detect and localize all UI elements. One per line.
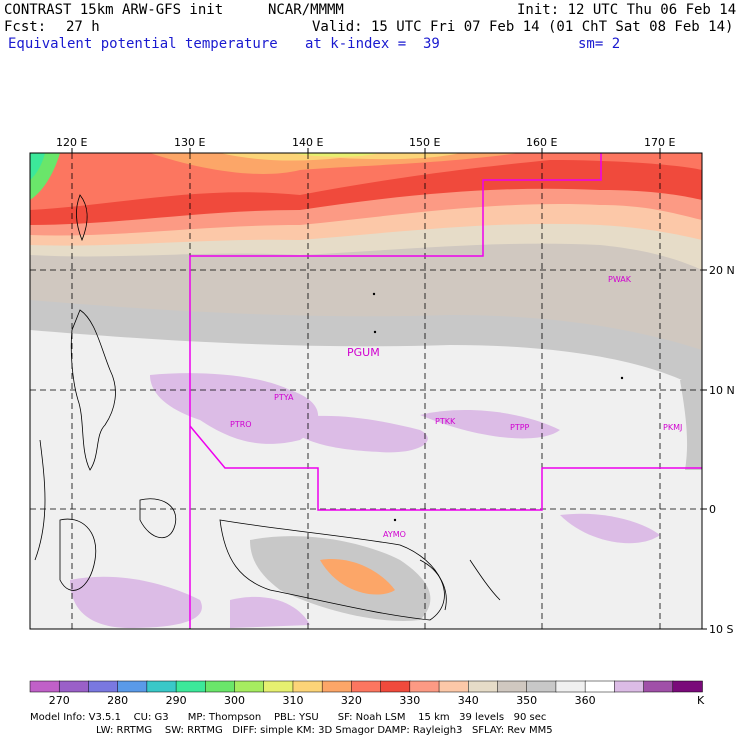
model-info-line-1: Model Info: V3.5.1 CU: G3 MP: Thompson P…: [30, 712, 547, 723]
org-label: NCAR/MMMM: [268, 2, 344, 18]
lon-label-170: 170 E: [644, 136, 675, 149]
colorbar-swatch: [146, 680, 177, 693]
station-pwak: PWAK: [608, 275, 632, 284]
lon-label-120: 120 E: [56, 136, 87, 149]
colorbar-label: 320: [341, 694, 362, 707]
station-ptya: PTYA: [274, 393, 294, 402]
lat-label-10s: 10 S: [709, 623, 733, 636]
colorbar-unit: K: [697, 694, 705, 707]
colorbar-label: 340: [458, 694, 479, 707]
colorbar-swatch: [292, 680, 323, 693]
region-boundary-south: [189, 425, 702, 511]
colorbar-swatch: [497, 680, 528, 693]
colorbar-swatch: [321, 680, 353, 693]
valid-time: Valid: 15 UTC Fri 07 Feb 14 (01 ChT Sat …: [312, 19, 734, 35]
colorbar-swatch: [205, 680, 236, 693]
lon-label-140: 140 E: [292, 136, 323, 149]
colorbar-swatch: [29, 680, 60, 693]
station-ptpp: PTPP: [510, 423, 530, 432]
colorbar-swatch: [526, 680, 557, 693]
lon-label-160: 160 E: [526, 136, 557, 149]
colorbar-label: 330: [399, 694, 420, 707]
colorbar-label: 270: [49, 694, 70, 707]
region-boundary: [189, 153, 602, 628]
fcst-value: 27 h: [66, 19, 100, 35]
colorbar-label: 360: [575, 694, 596, 707]
colorbar-swatch: [468, 680, 499, 693]
smoothing-label: sm= 2: [578, 36, 621, 52]
station-ptro: PTRO: [230, 420, 252, 429]
colorbar-swatch: [672, 680, 703, 693]
colorbar-swatch: [614, 680, 645, 693]
level-label: at k-index = 39: [305, 36, 440, 52]
lat-label-10n: 10 N: [709, 384, 735, 397]
map-grid: [30, 153, 702, 629]
model-title: CONTRAST 15km ARW-GFS init: [4, 2, 224, 18]
field-name: Equivalent potential temperature: [8, 36, 278, 52]
coastlines: [34, 194, 501, 621]
fcst-label: Fcst:: [4, 19, 47, 35]
colorbar-swatch: [58, 680, 90, 693]
colorbar-label: 280: [107, 694, 128, 707]
colorbar-swatch: [351, 680, 382, 693]
colorbar-swatch: [380, 680, 411, 693]
colorbar-swatch: [117, 680, 148, 693]
map-frame: [29, 152, 703, 630]
lat-label-0: 0: [709, 503, 716, 516]
colorbar-swatch: [175, 680, 207, 693]
colorbar-swatch: [409, 680, 440, 693]
colorbar-label: 300: [224, 694, 245, 707]
colorbar-swatch: [234, 680, 265, 693]
station-ptkk: PTKK: [435, 417, 456, 426]
colorbar-swatch: [643, 680, 674, 693]
lon-label-150: 150 E: [409, 136, 440, 149]
colorbar-swatch: [555, 680, 586, 693]
station-aymo: AYMO: [383, 530, 406, 539]
colorbar-label: 350: [516, 694, 537, 707]
colorbar-swatch: [584, 680, 616, 693]
lon-label-130: 130 E: [174, 136, 205, 149]
colorbar-swatch: [88, 680, 119, 693]
station-pgum: PGUM: [347, 346, 380, 359]
colorbar-label: 290: [166, 694, 187, 707]
colorbar: 270 280 290 300 310 320 330 340 350 360: [29, 680, 703, 707]
theta-e-field: [30, 153, 702, 629]
init-time: Init: 12 UTC Thu 06 Feb 14: [517, 2, 737, 18]
colorbar-swatch: [438, 680, 470, 693]
station-pkmj: PKMJ: [663, 423, 682, 432]
lat-label-20n: 20 N: [709, 264, 735, 277]
model-info-line-2: LW: RRTMG SW: RRTMG DIFF: simple KM: 3D …: [96, 725, 553, 736]
colorbar-label: 310: [282, 694, 303, 707]
colorbar-swatch: [263, 680, 294, 693]
